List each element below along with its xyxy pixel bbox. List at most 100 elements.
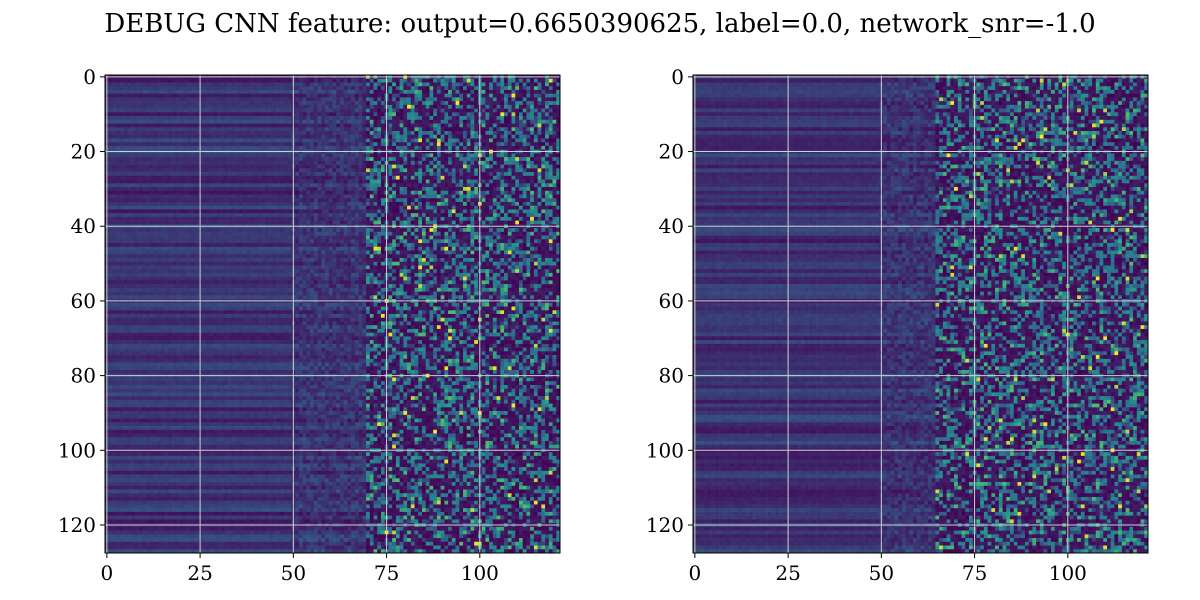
heatmap-cell xyxy=(392,157,397,162)
heatmap-cell xyxy=(395,164,400,169)
heatmap-cell xyxy=(537,213,542,218)
heatmap-cell xyxy=(392,198,397,203)
heatmap-cell xyxy=(328,205,333,210)
heatmap-cell xyxy=(168,127,173,132)
heatmap-cell xyxy=(448,187,453,192)
heatmap-cell xyxy=(325,108,330,113)
heatmap-cell xyxy=(403,168,408,173)
heatmap-cell xyxy=(295,205,300,210)
heatmap-cell xyxy=(377,157,382,162)
heatmap-cell xyxy=(194,209,199,214)
heatmap-cell xyxy=(213,175,218,180)
heatmap-cell xyxy=(436,82,441,87)
heatmap-cell xyxy=(500,138,505,143)
heatmap-cell xyxy=(313,108,318,113)
heatmap-cell xyxy=(175,112,180,117)
heatmap-cell xyxy=(127,127,132,132)
heatmap-cell xyxy=(168,205,173,210)
heatmap-cell xyxy=(134,175,139,180)
heatmap-cell xyxy=(362,175,367,180)
heatmap-cell xyxy=(306,97,311,102)
heatmap-cell xyxy=(533,97,538,102)
heatmap-cell xyxy=(369,127,374,132)
heatmap-cell xyxy=(347,116,352,121)
heatmap-cell xyxy=(339,175,344,180)
heatmap-cell xyxy=(108,131,113,136)
heatmap-cell xyxy=(399,134,404,139)
heatmap-cell xyxy=(142,89,147,94)
heatmap-cell xyxy=(373,201,378,206)
heatmap-cell xyxy=(414,201,419,206)
heatmap-cell xyxy=(224,172,229,177)
heatmap-cell xyxy=(418,86,423,91)
heatmap-cell xyxy=(466,134,471,139)
heatmap-cell xyxy=(123,116,128,121)
heatmap-cell xyxy=(164,108,169,113)
heatmap-cell xyxy=(123,112,128,117)
heatmap-cell xyxy=(280,104,285,109)
heatmap-cell xyxy=(530,145,535,150)
heatmap-cell xyxy=(187,172,192,177)
heatmap-cell xyxy=(470,164,475,169)
heatmap-cell xyxy=(257,175,262,180)
heatmap-cell xyxy=(351,104,356,109)
heatmap-cell xyxy=(541,175,546,180)
heatmap-cell xyxy=(119,198,124,203)
heatmap-cell xyxy=(201,89,206,94)
heatmap-cell xyxy=(366,145,371,150)
heatmap-cell xyxy=(429,205,434,210)
heatmap-cell xyxy=(470,201,475,206)
heatmap-cell xyxy=(265,164,270,169)
heatmap-cell xyxy=(380,97,386,102)
heatmap-cell xyxy=(287,138,292,143)
heatmap-cell xyxy=(530,86,535,91)
heatmap-cell xyxy=(231,138,236,143)
heatmap-cell xyxy=(440,187,445,192)
heatmap-cell xyxy=(142,205,147,210)
heatmap-cell xyxy=(533,131,538,136)
heatmap-cell xyxy=(436,201,441,206)
heatmap-cell xyxy=(354,82,359,87)
heatmap-cell xyxy=(466,89,471,94)
heatmap-cell xyxy=(242,164,248,169)
heatmap-cell xyxy=(399,164,404,169)
heatmap-cell xyxy=(254,86,259,91)
heatmap-cell xyxy=(545,145,550,150)
heatmap-cell xyxy=(276,112,281,117)
heatmap-cell xyxy=(425,194,430,199)
heatmap-cell xyxy=(399,201,404,206)
heatmap-cell xyxy=(239,172,244,177)
heatmap-cell xyxy=(213,116,218,121)
heatmap-cell xyxy=(261,123,266,128)
heatmap-cell xyxy=(254,134,259,139)
heatmap-cell xyxy=(138,198,143,203)
heatmap-cell xyxy=(354,190,359,195)
heatmap-cell xyxy=(414,187,419,192)
heatmap-cell xyxy=(310,131,315,136)
heatmap-cell xyxy=(332,172,337,177)
heatmap-cell xyxy=(209,134,214,139)
heatmap-cell xyxy=(112,131,117,136)
heatmap-cell xyxy=(272,134,277,139)
heatmap-cell xyxy=(284,201,289,206)
heatmap-cell xyxy=(343,220,348,225)
heatmap-cell xyxy=(160,101,165,106)
heatmap-cell xyxy=(399,119,404,124)
heatmap-cell xyxy=(295,153,300,158)
heatmap-cell xyxy=(474,78,479,83)
heatmap-cell xyxy=(339,187,344,192)
heatmap-cell xyxy=(403,97,408,102)
heatmap-cell xyxy=(242,93,248,98)
heatmap-cell xyxy=(157,187,162,192)
heatmap-cell xyxy=(265,209,270,214)
heatmap-cell xyxy=(373,127,378,132)
heatmap-cell xyxy=(500,142,505,147)
heatmap-cell xyxy=(153,198,158,203)
heatmap-cell xyxy=(436,104,441,109)
heatmap-cell xyxy=(515,220,520,225)
heatmap-cell xyxy=(235,216,240,221)
heatmap-cell xyxy=(504,190,509,195)
heatmap-cell xyxy=(414,89,419,94)
heatmap-cell xyxy=(343,93,348,98)
heatmap-cell xyxy=(168,89,173,94)
